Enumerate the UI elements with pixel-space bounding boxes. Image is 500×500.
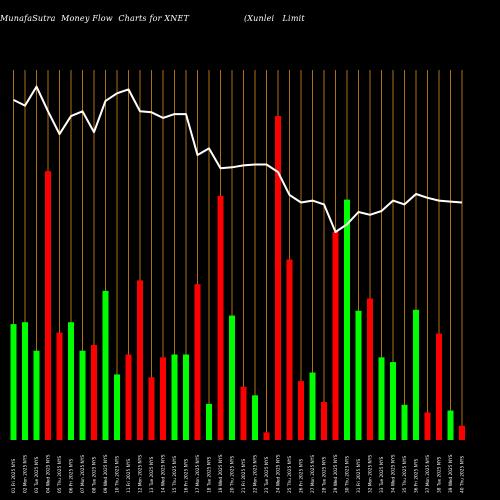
x-tick-label: 21 Fri 2025 NYS (241, 459, 247, 493)
x-tick-label: 13 Tue 2025 NYS (149, 456, 155, 493)
x-tick-label: 22 Mon 2025 NYS (253, 455, 259, 493)
x-tick-label: 03 Tue 2025 NYS (34, 456, 40, 493)
x-tick-label: 18 Tue 2025 NYS (207, 456, 213, 493)
x-tick-label: 26 Fri 2025 NYS (299, 459, 305, 493)
volume-bar (102, 290, 109, 440)
volume-bar (10, 324, 17, 440)
volume-bar (79, 350, 86, 440)
volume-bar (459, 425, 465, 440)
price-line (13, 85, 463, 233)
x-tick-label: 23 Tue 2025 NYS (264, 456, 270, 493)
volume-bar (125, 354, 132, 440)
x-tick-label: 17 Mon 2025 NYS (195, 455, 201, 493)
volume-bar (355, 310, 362, 440)
x-tick-label: 28 Tue 2025 NYS (322, 456, 328, 493)
volume-bar (240, 386, 247, 440)
x-tick-label: 07 Mon 2025 NYS (80, 455, 86, 493)
volume-bar (171, 354, 178, 440)
volume-bar (367, 298, 373, 440)
volume-bar (447, 410, 454, 440)
volume-bar (252, 395, 258, 440)
x-tick-label: 04 Wed 2025 NYS (46, 454, 52, 493)
x-tick-label: 38 Tue 2025 NYS (437, 456, 443, 493)
x-tick-label: 11 Fri 2025 NYS (126, 459, 132, 493)
x-tick-labels: 01 Fri 2025 NYS 02 Mon 2025 NYS 03 Tue 202… (11, 454, 466, 493)
volume-bar (229, 315, 235, 440)
x-tick-label: 08 Tue 2025 NYS (92, 456, 98, 493)
volume-bar (344, 199, 350, 440)
volume-bar (413, 309, 419, 440)
x-tick-label: 30 Thu 2025 NYS (345, 456, 351, 493)
x-tick-label: 09 Wed 2025 NYS (103, 454, 109, 493)
volume-bar (91, 345, 97, 440)
x-tick-label: 06 Fri 2025 NYS (69, 459, 75, 493)
x-tick-label: 10 Thu 2025 NYS (115, 456, 121, 493)
x-tick-label: 37 Mon 2025 NYS (425, 455, 431, 493)
volume-bar (45, 171, 51, 440)
x-tick-label: 32 Mon 2025 NYS (368, 455, 374, 493)
x-tick-label: 29 Wed 2025 NYS (333, 454, 339, 493)
volume-bar (137, 280, 143, 440)
x-tick-label: 01 Fri 2025 NYS (11, 459, 17, 493)
x-tick-label: 25 Thu 2025 NYS (287, 456, 293, 493)
x-tick-label: 12 Mon 2025 NYS (138, 455, 144, 493)
x-tick-label: 35 Thu 2025 NYS (402, 456, 408, 493)
volume-bar (183, 354, 189, 440)
volume-bars (10, 116, 465, 441)
volume-bar (286, 259, 293, 440)
volume-bar (298, 381, 304, 440)
volume-bar (194, 284, 201, 440)
x-tick-label: 19 Wed 2025 NYS (218, 454, 224, 493)
volume-bar (436, 333, 442, 440)
x-tick-label: 34 Wed 2025 NYS (391, 454, 397, 493)
volume-bar (68, 322, 74, 440)
volume-bar (378, 357, 385, 440)
x-tick-label: 27 Mon 2025 NYS (310, 455, 316, 493)
volume-bar (275, 116, 281, 441)
volume-bar (22, 322, 28, 440)
x-tick-label: 16 Fri 2025 NYS (184, 459, 190, 493)
x-tick-label: 33 Tue 2025 NYS (379, 456, 385, 493)
x-tick-label: 39 Wed 2025 NYS (448, 454, 454, 493)
volume-bar (401, 404, 408, 440)
volume-bar (114, 374, 120, 440)
page-title: MunafaSutra Money Flow Charts for XNET (… (0, 14, 305, 23)
price-line-layer (13, 85, 463, 233)
x-tick-label: 40 Thu 2025 NYS (460, 456, 466, 493)
volume-bar (390, 362, 396, 440)
volume-bar (160, 357, 166, 440)
volume-bar (332, 231, 339, 440)
volume-bar (321, 402, 327, 440)
volume-bar (148, 377, 155, 440)
x-tick-label: 31 Fri 2025 NYS (356, 459, 362, 493)
x-tick-label: 05 Thu 2025 NYS (57, 456, 63, 493)
x-tick-label: 14 Wed 2025 NYS (161, 454, 167, 493)
volume-bar (56, 332, 63, 440)
x-tick-label: 24 Wed 2025 NYS (276, 454, 282, 493)
volume-bar (424, 412, 431, 440)
volume-bar (263, 432, 270, 440)
volume-bar (309, 372, 316, 440)
x-tick-label: 02 Mon 2025 NYS (23, 455, 29, 493)
volume-bar (33, 350, 40, 440)
volume-bar (206, 403, 212, 440)
volume-bar (217, 195, 224, 440)
x-tick-label: 36 Fri 2025 NYS (414, 459, 420, 493)
x-tick-label: 15 Thu 2025 NYS (172, 456, 178, 493)
x-tick-label: 20 Thu 2025 NYS (230, 456, 236, 493)
